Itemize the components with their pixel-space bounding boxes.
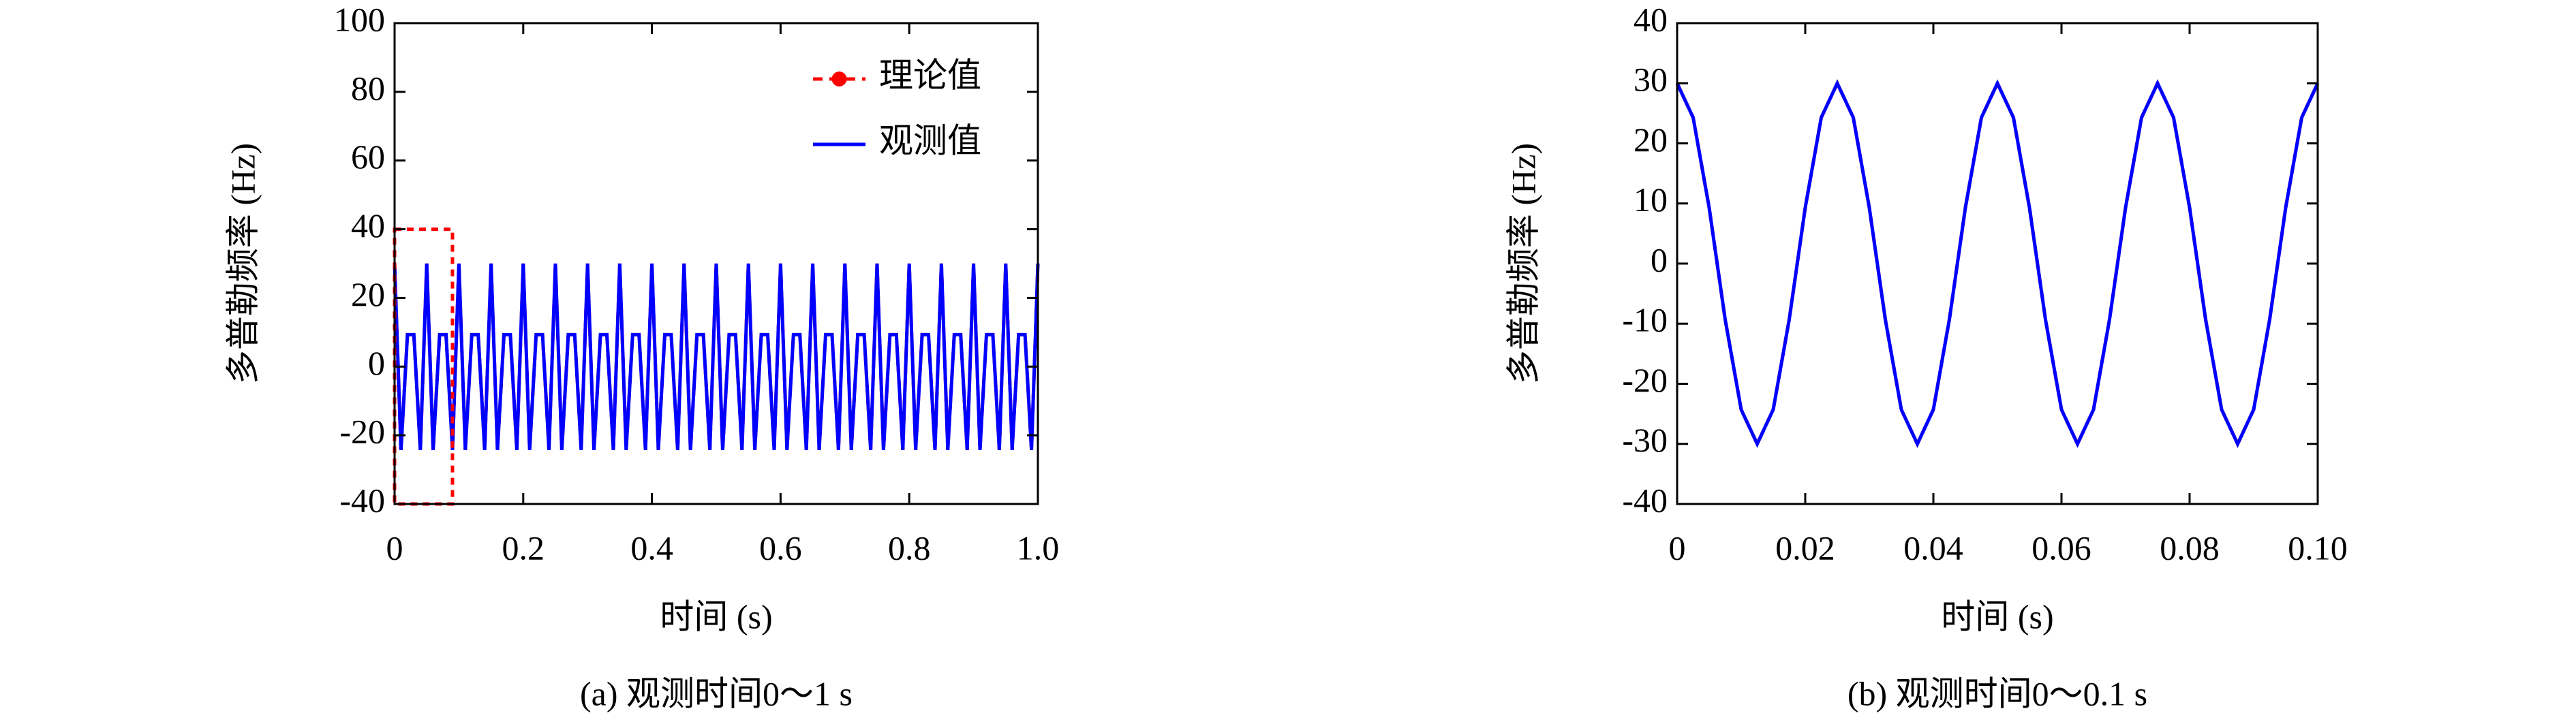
caption: (b) 观测时间0～0.1 s	[1847, 674, 2147, 712]
y-tick-label: 60	[351, 138, 385, 176]
x-tick-label: 0.02	[1775, 528, 1835, 567]
y-tick-label: -40	[1622, 481, 1668, 519]
series-line	[1675, 79, 2320, 448]
y-tick-label: -20	[339, 413, 385, 451]
y-tick-label: 0	[1651, 240, 1668, 279]
x-tick-label: 0.04	[1903, 528, 1963, 567]
caption: (a) 观测时间0～1 s	[580, 674, 853, 712]
y-tick-label: 80	[351, 69, 385, 107]
legend-label: 理论值	[879, 56, 981, 94]
x-tick-label: 0.08	[2160, 528, 2220, 567]
y-tick-label: 20	[351, 275, 385, 313]
x-tick-label: 0	[386, 528, 403, 567]
y-tick-label: 0	[368, 344, 385, 382]
legend-marker	[831, 72, 847, 86]
plot-frame	[393, 22, 1039, 505]
y-tick-label: 40	[1634, 0, 1668, 38]
y-tick-label: 100	[334, 0, 385, 38]
plot-frame	[1676, 22, 2319, 505]
x-tick-label: 0.6	[759, 528, 802, 567]
y-axis-label: 多普勒频率 (Hz)	[1504, 143, 1542, 384]
x-tick-label: 0.4	[630, 528, 673, 567]
x-tick-label: 0.10	[2288, 528, 2348, 567]
x-tick-label: 0.06	[2031, 528, 2091, 567]
y-axis-label: 多普勒频率 (Hz)	[224, 143, 262, 384]
series-line	[393, 263, 1040, 450]
y-tick-label: -20	[1622, 361, 1668, 399]
y-tick-label: 30	[1634, 61, 1668, 99]
series-line	[1675, 79, 2320, 448]
y-tick-label: -10	[1622, 301, 1668, 339]
x-axis-label: 时间 (s)	[660, 597, 772, 635]
legend-label: 观测值	[879, 121, 981, 159]
x-axis-label: 时间 (s)	[1941, 597, 2053, 635]
x-tick-label: 0.2	[502, 528, 545, 567]
y-tick-label: 40	[351, 206, 385, 244]
y-tick-label: 20	[1634, 121, 1668, 159]
y-tick-label: -30	[1622, 421, 1668, 459]
y-tick-label: 10	[1634, 180, 1668, 219]
y-tick-label: -40	[339, 481, 385, 519]
x-tick-label: 0.8	[888, 528, 931, 567]
x-tick-label: 1.0	[1017, 528, 1060, 567]
x-tick-label: 0	[1669, 528, 1686, 567]
